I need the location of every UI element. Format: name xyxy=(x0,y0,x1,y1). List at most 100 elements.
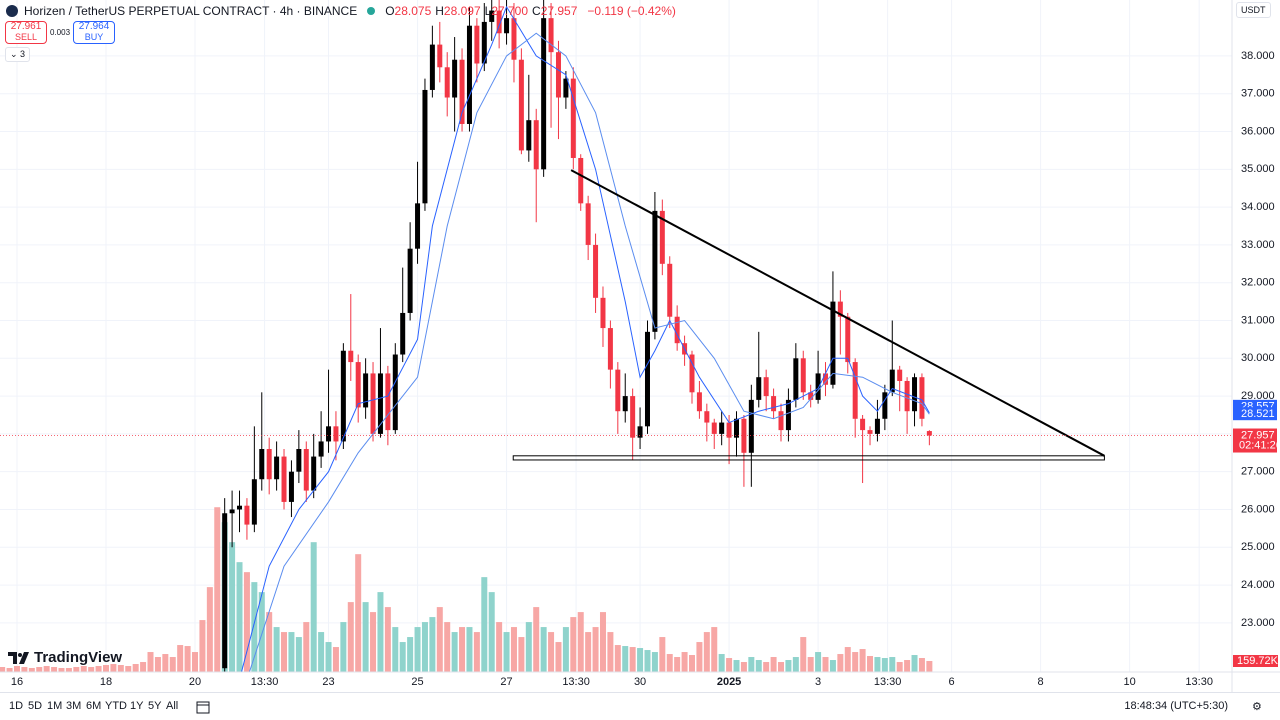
x-tick-label: 13:30 xyxy=(1185,676,1213,688)
volume-bar xyxy=(525,622,532,672)
range-button[interactable]: 6M xyxy=(86,700,102,712)
volume-bar xyxy=(659,637,666,672)
candle-body xyxy=(615,369,621,412)
volume-bar xyxy=(169,657,176,672)
range-button[interactable]: All xyxy=(166,700,179,712)
status-dot xyxy=(367,7,376,15)
y-tick-label: 25.000 xyxy=(1241,541,1275,553)
volume-bar xyxy=(295,637,302,672)
volume-bar xyxy=(243,572,250,672)
candle-body xyxy=(466,25,472,124)
volume-bar xyxy=(214,507,221,672)
sell-button[interactable]: 27.961 SELL xyxy=(5,21,47,44)
range-button[interactable]: YTD xyxy=(105,700,127,712)
support-zone xyxy=(512,455,1105,461)
volume-bar xyxy=(73,667,80,672)
volume-bar xyxy=(488,592,495,672)
volume-bar xyxy=(281,632,288,672)
candle-body xyxy=(363,373,369,408)
candle-body xyxy=(251,479,257,525)
bottom-toolbar: 18:48:34 (UTC+5:30) ⚙ 1D 5D 1M 3M 6M YTD 1Y 5Y A… xyxy=(0,692,1280,720)
candle-body xyxy=(771,396,777,412)
y-tick-label: 32.000 xyxy=(1241,277,1275,289)
x-tick-label: 20 xyxy=(189,676,201,688)
volume-bar xyxy=(599,612,606,672)
volume-bar xyxy=(6,668,13,672)
volume-bar xyxy=(236,562,243,672)
candle-body xyxy=(422,89,428,204)
price-pane xyxy=(0,0,1232,672)
candle-body xyxy=(377,373,383,434)
range-button[interactable]: 5Y xyxy=(148,700,162,712)
volume-bar xyxy=(681,652,688,672)
axis-labels: 23.00024.00025.00026.00027.00028.00029.0… xyxy=(11,50,1280,688)
moving-average xyxy=(248,32,930,672)
volume-bar xyxy=(822,657,829,672)
y-tick-label: 26.000 xyxy=(1241,503,1275,515)
ohlc-value: 28.075 xyxy=(394,4,432,18)
currency[interactable]: USDT xyxy=(1236,2,1271,18)
symbol[interactable]: Horizen / TetherUS PERPETUAL CONTRACT · … xyxy=(24,4,358,18)
spread: 0.003 xyxy=(50,28,71,37)
volume-bar xyxy=(904,660,911,672)
volume-bar xyxy=(607,632,614,672)
range-button[interactable]: 5D xyxy=(28,700,43,712)
volume-bar xyxy=(28,668,35,672)
candle-body xyxy=(518,59,524,151)
y-tick-label: 36.000 xyxy=(1241,125,1275,137)
volume-bar xyxy=(852,652,859,672)
candle-body xyxy=(607,328,613,370)
candle-body xyxy=(288,471,294,502)
volume-bar xyxy=(748,657,755,672)
x-tick-label: 13:30 xyxy=(874,676,902,688)
volume-bar xyxy=(407,637,414,672)
candle-body xyxy=(311,456,317,491)
volume-bar xyxy=(533,607,540,672)
volume-bar xyxy=(43,666,50,672)
candle-body xyxy=(882,392,888,419)
candle-body xyxy=(340,350,346,442)
ohlc-item: O28.075 xyxy=(385,4,435,18)
volume-bar xyxy=(399,642,406,672)
range-button[interactable]: 1Y xyxy=(130,700,144,712)
volume-bar xyxy=(548,632,555,672)
volume-bar xyxy=(473,632,480,672)
date-range-icon[interactable] xyxy=(196,700,210,717)
volume-bar xyxy=(592,627,599,672)
range-button[interactable]: 1D xyxy=(9,700,24,712)
x-tick-label: 30 xyxy=(634,676,646,688)
y-tick-label: 27.000 xyxy=(1241,466,1275,478)
candle-body xyxy=(704,411,710,423)
volume-bar xyxy=(132,664,139,672)
candle-body xyxy=(296,449,302,472)
volume-bar xyxy=(251,582,258,672)
volume-bar xyxy=(510,627,517,672)
volume-bar xyxy=(918,658,925,672)
candle-body xyxy=(496,10,502,34)
y-tick-label: 35.000 xyxy=(1241,163,1275,175)
volume-bar xyxy=(392,627,399,672)
volume-bar xyxy=(911,655,918,672)
volume-bar xyxy=(370,612,377,672)
volume-bar xyxy=(889,657,896,672)
range-button[interactable]: 3M xyxy=(66,700,82,712)
volume-bar xyxy=(896,662,903,672)
candle-body xyxy=(266,449,272,480)
range-button[interactable]: 1M xyxy=(47,700,63,712)
volume-bar xyxy=(177,645,184,672)
volume-bar xyxy=(436,607,443,672)
y-tick-label: 29.000 xyxy=(1241,390,1275,402)
volume-bar xyxy=(310,542,317,672)
buy-button[interactable]: 27.964 BUY xyxy=(73,21,115,44)
indicators-toggle[interactable]: ⌄ 3 xyxy=(5,47,31,62)
volume-bar xyxy=(459,627,466,672)
volume-bar xyxy=(585,632,592,672)
candle-body xyxy=(756,377,762,400)
calendar-icon xyxy=(196,701,210,714)
settings[interactable]: ⚙ xyxy=(1252,701,1262,713)
volume-bar xyxy=(733,660,740,672)
candle-body xyxy=(667,263,673,317)
logo-text: TradingView xyxy=(34,649,123,666)
clock[interactable]: 18:48:34 (UTC+5:30) xyxy=(1124,700,1228,712)
candle-body xyxy=(808,392,814,400)
